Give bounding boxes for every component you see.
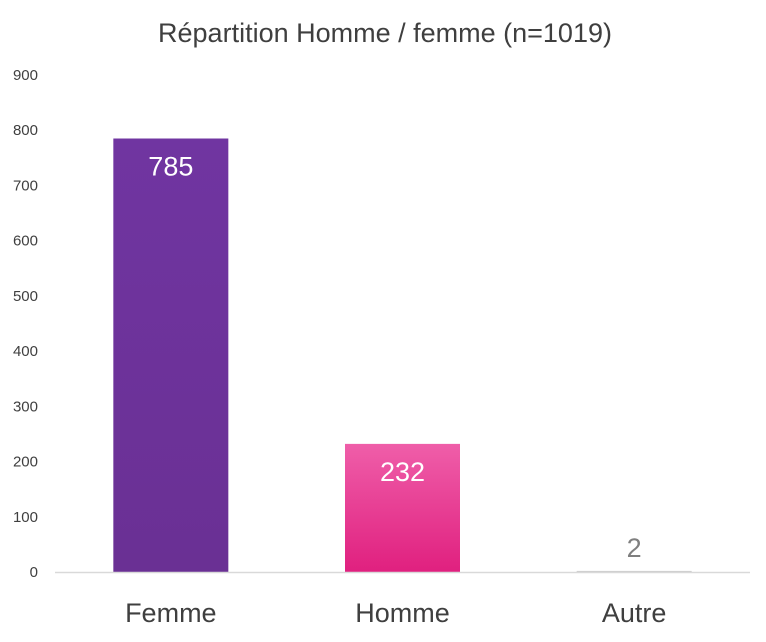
bar-autre <box>576 570 692 572</box>
data-label-autre: 2 <box>627 533 642 563</box>
y-tick-label: 200 <box>13 454 38 471</box>
chart-title: Répartition Homme / femme (n=1019) <box>158 18 612 48</box>
x-tick-label-homme: Homme <box>355 598 450 628</box>
y-tick-label: 600 <box>13 233 38 250</box>
data-label-homme: 232 <box>380 457 425 487</box>
x-axis-ticks: Femme Homme Autre <box>125 598 666 628</box>
y-tick-label: 900 <box>13 67 38 84</box>
x-tick-label-femme: Femme <box>125 598 217 628</box>
bar-femme <box>113 138 229 572</box>
y-tick-label: 300 <box>13 398 38 415</box>
y-tick-label: 400 <box>13 343 38 360</box>
y-tick-label: 100 <box>13 509 38 526</box>
y-tick-label: 0 <box>30 564 38 581</box>
y-tick-label: 500 <box>13 288 38 305</box>
bar-homme <box>345 443 460 572</box>
bars-group <box>113 138 692 572</box>
y-axis-ticks: 0 100 200 300 400 500 600 700 800 900 <box>13 67 38 581</box>
y-tick-label: 700 <box>13 177 38 194</box>
data-labels-group: 785 232 2 <box>148 152 641 563</box>
y-tick-label: 800 <box>13 122 38 139</box>
x-tick-label-autre: Autre <box>602 598 667 628</box>
data-label-femme: 785 <box>148 152 193 182</box>
